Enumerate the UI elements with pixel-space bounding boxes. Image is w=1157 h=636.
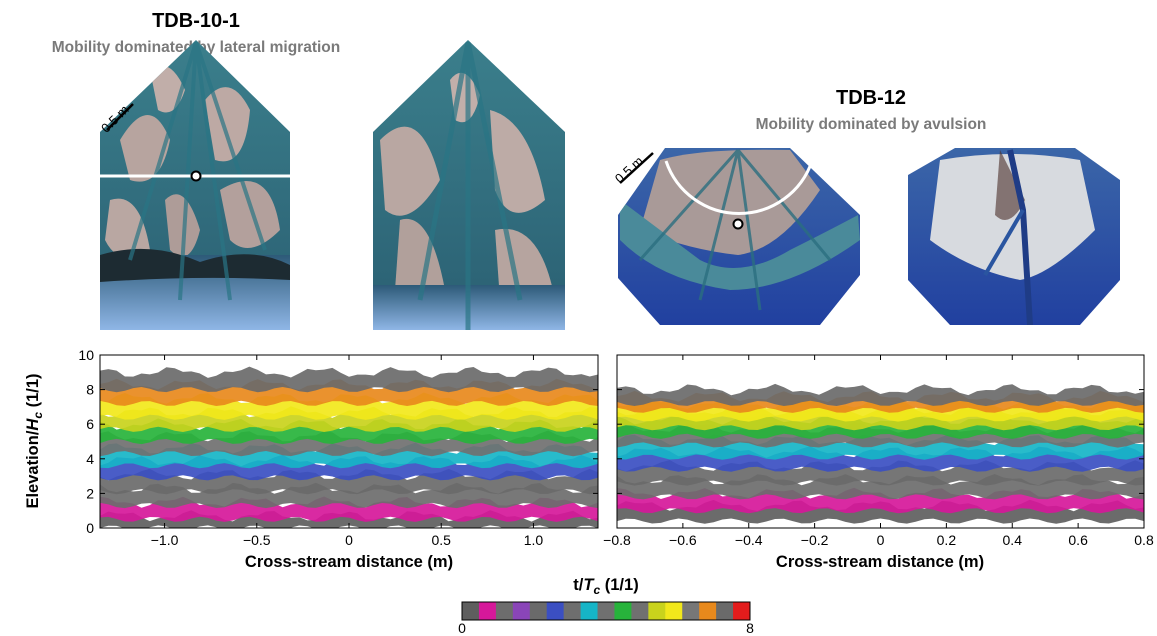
colorbar-swatch [631, 602, 649, 620]
y-tick-label: 0 [86, 520, 94, 536]
colorbar-swatch [495, 602, 514, 620]
y-tick-label: 8 [86, 382, 94, 398]
x-tick-label: 0 [345, 532, 353, 548]
strata-layer [100, 392, 598, 420]
x-tick-label: 0.8 [1134, 532, 1154, 548]
panel-title-left: TDB-10-1 [152, 10, 240, 32]
y-axis-label-main: Elevation/ [24, 430, 42, 508]
delta-photo-left-late [373, 40, 565, 330]
x-tick-label: 0 [877, 532, 885, 548]
y-axis-label: Elevation/Hc (1/1) [24, 373, 45, 508]
x-tick-label: 0.4 [1003, 532, 1023, 548]
colorbar [461, 601, 751, 621]
chart-left-axes: −1.0 −0.5 0 0.5 1.0 0 2 4 6 8 10 [78, 347, 598, 548]
panel-subtitle-right: Mobility dominated by avulsion [756, 116, 987, 133]
colorbar-swatch [699, 602, 717, 620]
delta-photo-right-late [908, 148, 1120, 325]
colorbar-max-label: 8 [746, 620, 754, 636]
x-tick-label: −0.4 [735, 532, 763, 548]
x-tick-label: −0.8 [603, 532, 631, 548]
colorbar-swatch [478, 602, 497, 620]
colorbar-label-main: t/ [573, 576, 583, 594]
x-tick-label: 1.0 [524, 532, 544, 548]
chart-right-strata [617, 383, 1144, 524]
colorbar-min-label: 0 [458, 620, 466, 636]
panel-title-right: TDB-12 [836, 87, 906, 109]
chart-left-strata [100, 366, 598, 528]
apex-marker-left [190, 170, 202, 182]
x-tick-label: −0.6 [669, 532, 697, 548]
x-axis-label-left: Cross-stream distance (m) [245, 553, 453, 571]
x-tick-label: −1.0 [151, 532, 179, 548]
y-tick-label: 4 [86, 451, 94, 467]
colorbar-swatch [512, 602, 531, 620]
y-tick-label: 2 [86, 485, 94, 501]
y-tick-label: 6 [86, 416, 94, 432]
strata-layer [100, 366, 598, 393]
y-axis-label-unit: (1/1) [24, 373, 42, 412]
colorbar-label: t/Tc (1/1) [573, 576, 638, 597]
colorbar-swatch [580, 602, 599, 620]
chart-right-axes: −0.8 −0.6 −0.4 −0.2 0 0.2 0.4 0.6 0.8 [603, 354, 1154, 548]
y-axis-label-var: H [24, 418, 42, 431]
delta-photo-right-early [618, 148, 860, 325]
strata-layer [617, 499, 1144, 524]
colorbar-label-var: T [583, 576, 595, 594]
x-axis-label-right: Cross-stream distance (m) [776, 553, 984, 571]
scale-bar-right [619, 152, 654, 184]
colorbar-swatch [614, 602, 632, 620]
apex-marker-right [732, 218, 744, 230]
x-tick-label: −0.2 [801, 532, 829, 548]
colorbar-swatch [733, 602, 751, 620]
x-tick-label: 0.5 [431, 532, 451, 548]
colorbar-swatch [597, 602, 615, 620]
colorbar-swatch [529, 602, 548, 620]
y-axis-label-sub: c [31, 412, 45, 419]
scale-label-right: 0.5 m [612, 153, 646, 186]
colorbar-swatch [462, 602, 480, 620]
colorbar-swatch [716, 602, 734, 620]
colorbar-label-unit: (1/1) [600, 576, 639, 594]
scale-bar-left [106, 103, 134, 131]
cross-section-arc-right [664, 160, 814, 215]
colorbar-swatch [682, 602, 700, 620]
colorbar-swatch [546, 602, 565, 620]
strata-layer [617, 383, 1144, 406]
strata-layer [100, 510, 598, 528]
x-tick-label: 0.6 [1068, 532, 1088, 548]
x-tick-label: 0.2 [937, 532, 957, 548]
y-tick-label: 10 [78, 347, 94, 363]
colorbar-swatch [648, 602, 666, 620]
colorbar-swatch [665, 602, 683, 620]
colorbar-label-sub: c [593, 583, 600, 597]
x-tick-label: −0.5 [243, 532, 271, 548]
colorbar-swatch [563, 602, 582, 620]
delta-photo-left-early [100, 40, 290, 330]
colorbar-frame [461, 601, 751, 621]
